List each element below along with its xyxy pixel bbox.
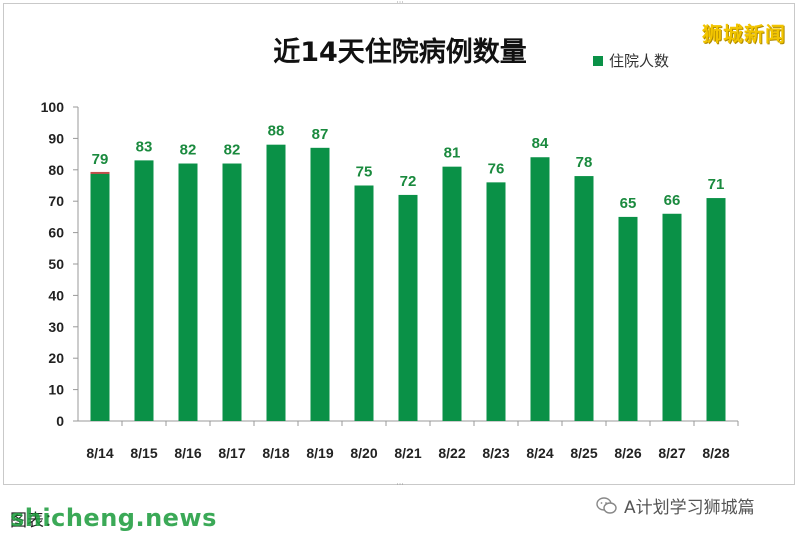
resize-handle-bottom[interactable]: ··· — [396, 480, 404, 489]
x-tick-label: 8/28 — [702, 445, 729, 461]
wechat-icon — [596, 496, 617, 514]
x-tick-label: 8/25 — [570, 445, 597, 461]
x-tick-label: 8/16 — [174, 445, 201, 461]
legend-swatch — [593, 55, 603, 66]
x-tick-label: 8/26 — [614, 445, 641, 461]
data-label: 75 — [356, 164, 373, 181]
y-tick-label: 10 — [48, 382, 64, 398]
bar-chart: 0 10 20 30 40 50 60 70 80 90 100 79 8/14 83 8/15 82 8/16… — [41, 99, 739, 461]
x-tick-label: 8/19 — [306, 445, 333, 461]
x-tick-label: 8/17 — [218, 445, 245, 461]
bar — [574, 176, 594, 421]
bar-top-accent — [90, 171, 110, 174]
bar — [178, 163, 198, 421]
bar — [222, 163, 242, 421]
y-tick-label: 60 — [48, 225, 64, 241]
y-tick-label: 0 — [56, 413, 64, 429]
y-tick-label: 20 — [48, 350, 64, 366]
data-label: 79 — [92, 151, 109, 168]
y-tick-label: 70 — [48, 193, 64, 209]
y-tick-label: 50 — [48, 256, 64, 272]
bar — [134, 160, 154, 421]
data-label: 82 — [180, 142, 197, 159]
footer-caption: 图表： — [10, 511, 61, 531]
data-label: 71 — [708, 176, 725, 193]
bar — [266, 144, 286, 421]
data-label: 78 — [576, 154, 593, 171]
data-label: 65 — [620, 195, 637, 212]
x-tick-label: 8/14 — [86, 445, 113, 461]
y-tick-label: 40 — [48, 287, 64, 303]
y-tick-label: 30 — [48, 319, 64, 335]
data-label: 83 — [136, 138, 153, 155]
y-tick-label: 90 — [48, 130, 64, 146]
bar — [398, 194, 418, 421]
footer: 图表： shicheng.news A计划学习狮城篇 — [0, 486, 800, 538]
bar — [486, 182, 506, 421]
data-label: 88 — [268, 123, 285, 140]
chart-title: 近14天住院病例数量 — [273, 37, 527, 68]
data-label: 81 — [444, 145, 461, 162]
data-label: 84 — [532, 135, 549, 152]
bar — [662, 213, 682, 421]
bar — [442, 166, 462, 421]
legend-label: 住院人数 — [609, 52, 670, 70]
x-tick-label: 8/24 — [526, 445, 553, 461]
account-name: A计划学习狮城篇 — [624, 498, 755, 518]
data-label: 72 — [400, 173, 417, 190]
bar — [706, 198, 726, 421]
chart-legend: 住院人数 — [593, 50, 669, 71]
y-tick-label: 80 — [48, 162, 64, 178]
footer-account: A计划学习狮城篇 — [596, 493, 755, 518]
data-label: 76 — [488, 160, 505, 177]
watermark-logo: 狮城新闻 — [702, 22, 786, 46]
x-tick-label: 8/18 — [262, 445, 289, 461]
data-label: 87 — [312, 126, 329, 143]
bar — [310, 147, 330, 421]
data-label: 66 — [664, 192, 681, 209]
chart-frame — [3, 3, 795, 485]
bar — [530, 157, 550, 422]
x-tick-label: 8/22 — [438, 445, 465, 461]
resize-handle-top[interactable]: ··· — [396, 0, 404, 7]
x-tick-label: 8/27 — [658, 445, 685, 461]
y-tick-label: 100 — [41, 99, 65, 115]
bar — [90, 172, 110, 421]
x-tick-label: 8/21 — [394, 445, 421, 461]
bar — [618, 216, 638, 421]
data-label: 82 — [224, 142, 241, 159]
x-tick-label: 8/15 — [130, 445, 157, 461]
x-tick-label: 8/20 — [350, 445, 377, 461]
x-tick-label: 8/23 — [482, 445, 509, 461]
footer-watermark: shicheng.news — [10, 504, 217, 532]
bar — [354, 185, 374, 421]
